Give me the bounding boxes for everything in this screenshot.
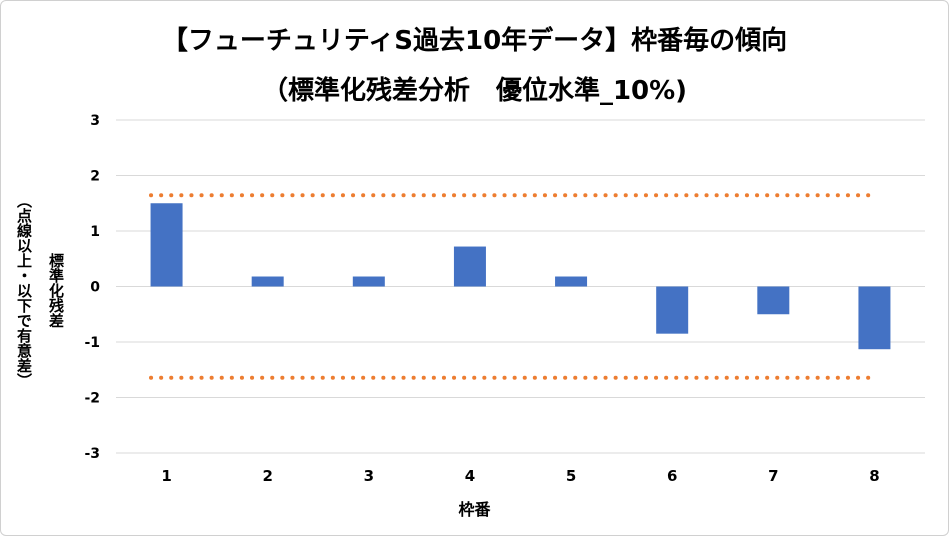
x-tick-label: 2 bbox=[262, 467, 272, 485]
x-tick-label: 5 bbox=[566, 467, 576, 485]
chart-title: 【フューチュリティS過去10年データ】枠番毎の傾向 bbox=[161, 26, 788, 56]
y-axis-label-group: 標準化残差 （点線以上・以下で有意差） bbox=[10, 150, 80, 430]
y-tick-label: 1 bbox=[90, 224, 100, 240]
x-tick-label: 7 bbox=[768, 467, 778, 485]
y-axis-label-note: （点線以上・以下で有意差） bbox=[15, 192, 33, 388]
bar bbox=[757, 286, 790, 315]
chart-subtitle: （標準化残差分析 優位水準_10%) bbox=[261, 76, 688, 106]
x-axis-label: 枠番 bbox=[458, 500, 491, 519]
bar bbox=[453, 246, 486, 287]
x-tick-label: 3 bbox=[364, 467, 374, 485]
bar bbox=[150, 203, 183, 287]
y-tick-label: -2 bbox=[84, 391, 100, 407]
x-tick-label: 6 bbox=[667, 467, 677, 485]
bar bbox=[555, 276, 588, 287]
y-tick-label: -1 bbox=[84, 335, 100, 351]
y-tick-label: 2 bbox=[90, 169, 100, 185]
bar bbox=[858, 286, 891, 350]
bar bbox=[352, 276, 385, 287]
y-tick-label: -3 bbox=[84, 446, 100, 462]
y-tick-label: 0 bbox=[90, 280, 100, 296]
bar bbox=[251, 276, 284, 287]
x-tick-label: 4 bbox=[465, 467, 475, 485]
y-tick-label: 3 bbox=[90, 113, 100, 129]
y-axis-label: 標準化残差 bbox=[47, 252, 65, 328]
bar bbox=[656, 286, 689, 334]
x-tick-label: 1 bbox=[161, 467, 171, 485]
x-tick-label: 8 bbox=[869, 467, 879, 485]
